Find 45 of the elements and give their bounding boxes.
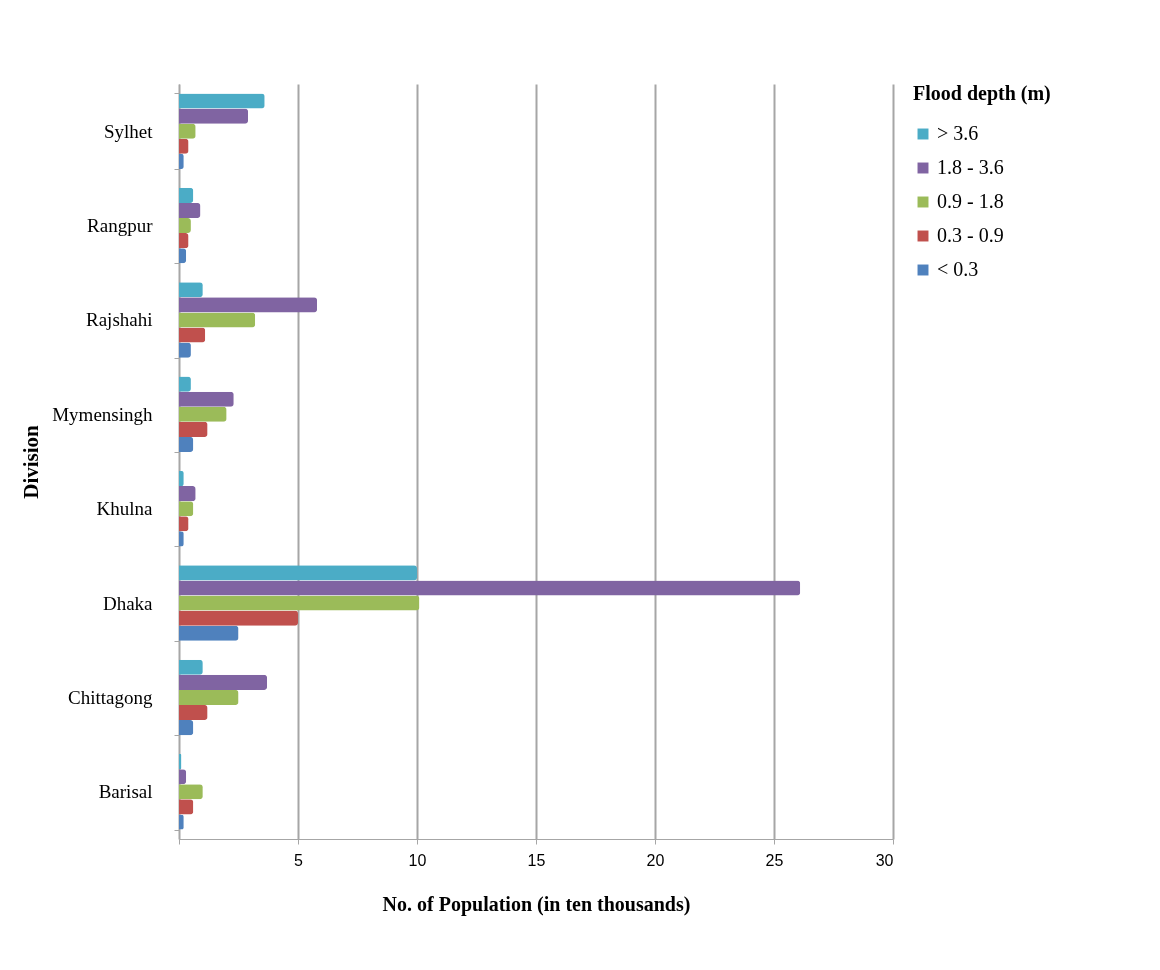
bar — [179, 704, 208, 721]
bar — [179, 595, 420, 611]
bar — [179, 799, 194, 815]
bar — [179, 610, 298, 626]
bar — [179, 93, 265, 109]
bar — [179, 436, 194, 453]
y-tick-label: Mymensingh — [52, 403, 153, 425]
bar — [179, 565, 417, 581]
y-axis-title: Division — [19, 424, 44, 499]
legend-label: 0.9 - 1.8 — [937, 190, 1004, 212]
y-tick-label: Barisal — [98, 781, 153, 803]
legend-label: 0.3 - 0.9 — [937, 224, 1004, 246]
x-tick-label: 30 — [875, 851, 894, 869]
x-axis-title: No. of Population (in ten thousands) — [382, 892, 691, 916]
x-tick-label: 5 — [294, 851, 304, 869]
y-tick-label: Dhaka — [102, 592, 154, 614]
bar — [179, 391, 234, 407]
bar — [179, 580, 801, 596]
x-tick-label: 25 — [765, 851, 784, 869]
x-tick-label: 10 — [408, 851, 427, 869]
y-tick-label: Rajshahi — [86, 309, 153, 331]
bar — [179, 297, 318, 313]
y-tick-label: Sylhet — [103, 120, 154, 142]
bar — [179, 202, 201, 219]
bar — [179, 625, 239, 641]
bar — [179, 406, 227, 422]
bar — [179, 486, 196, 502]
y-tick-label: Chittagong — [68, 686, 153, 708]
bar — [179, 674, 268, 690]
legend-label: > 3.6 — [937, 122, 979, 144]
x-tick-label: 20 — [646, 851, 665, 869]
legend-label: 1.8 - 3.6 — [937, 156, 1004, 178]
legend-title: Flood depth (m) — [913, 82, 1051, 105]
y-tick-label: Rangpur — [87, 215, 154, 237]
bar — [179, 327, 206, 343]
bar — [179, 312, 256, 328]
bar — [179, 187, 194, 203]
bar — [179, 233, 189, 249]
x-tick-label: 15 — [527, 851, 546, 869]
y-tick-label: Khulna — [96, 498, 154, 520]
legend-label: < 0.3 — [937, 258, 979, 280]
bar — [179, 421, 208, 437]
bar — [179, 108, 249, 124]
bar — [179, 689, 239, 705]
bar — [179, 720, 194, 736]
